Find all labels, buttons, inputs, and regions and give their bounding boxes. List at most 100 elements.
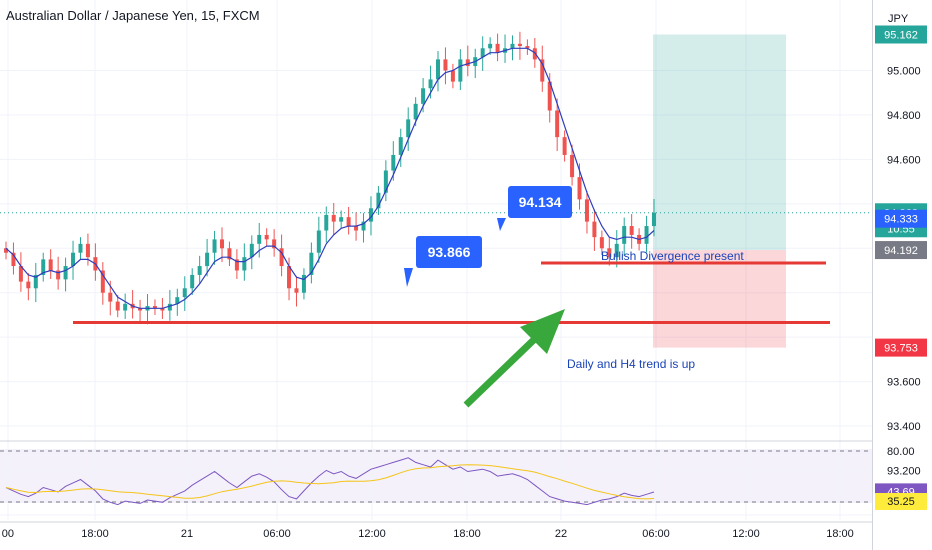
candle-body xyxy=(540,59,545,82)
candle-body xyxy=(391,154,396,171)
time-label: 18:00 xyxy=(453,528,481,540)
candle-body xyxy=(607,248,612,258)
note-trend-up: Daily and H4 trend is up xyxy=(567,357,695,371)
candle-body xyxy=(592,221,597,238)
candle-body xyxy=(220,239,224,249)
price-axis-bg xyxy=(873,0,932,550)
candle-body xyxy=(4,248,8,253)
candle-body xyxy=(465,59,470,67)
candles xyxy=(4,31,656,325)
price-axis: JPY 95.000 94.800 94.600 93.600 93.400 93.200 9… xyxy=(873,0,932,550)
callout_1-label: 94.134 xyxy=(519,194,562,210)
time-label: 22 xyxy=(555,528,567,540)
candle-body xyxy=(175,297,180,304)
rsi-line xyxy=(5,457,655,506)
candle-body xyxy=(406,119,411,138)
stop-zone[interactable] xyxy=(653,250,786,348)
candle-body xyxy=(212,239,217,253)
time-label: 12:00 xyxy=(358,528,386,540)
candle-body xyxy=(309,252,314,275)
candle-body xyxy=(227,248,232,260)
candle-body xyxy=(413,103,418,120)
candle-body xyxy=(71,252,76,267)
candle-body xyxy=(361,221,366,231)
candle-body xyxy=(376,192,381,209)
time-label: 21 xyxy=(181,528,193,540)
candle-body xyxy=(257,234,262,244)
candle-body xyxy=(63,266,68,280)
candle-body xyxy=(368,208,373,222)
candle-body xyxy=(532,48,537,60)
price-tick: 93.200 xyxy=(887,466,921,478)
candle-body xyxy=(242,257,247,271)
rsi-pane xyxy=(0,450,872,506)
price-tag-box xyxy=(875,25,927,44)
candle-body xyxy=(458,59,463,82)
candle-body xyxy=(287,266,292,289)
candle-body xyxy=(33,274,38,289)
price-tick: 95.000 xyxy=(887,66,921,78)
price-tag: 94.192 xyxy=(884,245,918,257)
candle-body xyxy=(26,281,31,289)
candle-body xyxy=(301,274,306,293)
price-tag-box xyxy=(875,338,927,357)
candle-body xyxy=(264,234,269,240)
candle-body xyxy=(272,239,277,249)
candle-body xyxy=(570,154,575,178)
note-bullish-divergence: Bullish Divergence present xyxy=(601,249,744,263)
candle-body xyxy=(629,226,634,235)
rsi-ma-line xyxy=(5,464,655,500)
rsi-tick: 80.00 xyxy=(887,446,915,458)
price-tag-box xyxy=(875,209,927,228)
candle-body xyxy=(249,243,254,258)
time-label: 12:00 xyxy=(732,528,760,540)
target-zone[interactable] xyxy=(653,34,786,251)
candle-body xyxy=(190,274,195,289)
candle-body xyxy=(622,226,627,244)
price-tag: 94.333 xyxy=(884,214,918,226)
time-axis: 00 18:00 21 06:00 12:00 18:00 22 06:00 12:00 18:0… xyxy=(2,528,854,540)
candle-body xyxy=(614,243,619,258)
time-label: 18:00 xyxy=(826,528,854,540)
symbol-title: Australian Dollar / Japanese Yen, 15, FX… xyxy=(6,8,260,23)
rsi-band xyxy=(0,449,872,503)
candle-body xyxy=(48,259,53,271)
candle-body xyxy=(78,243,83,253)
callout_1-pointer xyxy=(497,218,506,231)
candle-body xyxy=(436,59,440,80)
callout_2-pointer xyxy=(404,268,413,287)
candle-body xyxy=(428,79,433,89)
candle-body xyxy=(197,266,202,275)
candle-body xyxy=(18,266,23,282)
callout_1-box[interactable] xyxy=(508,186,572,218)
candle-body xyxy=(577,177,582,200)
time-label: 06:00 xyxy=(263,528,291,540)
candle-body xyxy=(56,270,61,280)
price-tag: 93.753 xyxy=(884,343,918,355)
candle-body xyxy=(525,46,530,49)
candle-body xyxy=(480,48,485,58)
candle-body xyxy=(324,214,329,231)
candle-body xyxy=(160,308,165,311)
candle-body xyxy=(562,137,567,155)
candle-body xyxy=(584,199,589,222)
currency-label: JPY xyxy=(888,13,909,25)
candle-body xyxy=(346,217,351,227)
callout_2-box[interactable] xyxy=(416,236,482,268)
candle-body xyxy=(644,226,649,244)
time-label: 06:00 xyxy=(642,528,670,540)
candle-body xyxy=(316,230,321,253)
candle-body xyxy=(398,137,403,155)
trend-arrow-head xyxy=(520,309,565,354)
candle-body xyxy=(152,306,157,309)
trend-arrow-shaft xyxy=(463,328,546,408)
candle-body xyxy=(599,237,604,249)
candle-body xyxy=(100,270,105,293)
candle-body xyxy=(443,59,448,71)
rsi-tag-box xyxy=(875,493,927,510)
candle-body xyxy=(510,43,515,49)
candle-body xyxy=(279,248,284,267)
candle-body xyxy=(11,252,16,267)
candle-body xyxy=(234,259,239,271)
